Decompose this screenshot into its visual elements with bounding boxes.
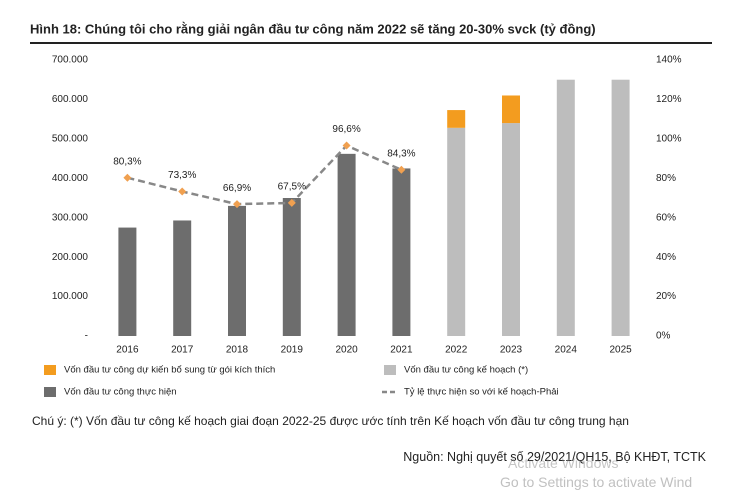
legend-label: Vốn đầu tư công dự kiến bổ sung từ gói k…	[64, 365, 275, 376]
x-tick-label: 2016	[116, 345, 139, 356]
line-marker	[287, 198, 296, 207]
chart: Hình 18: Chúng tôi cho rằng giải ngân đầ…	[30, 21, 712, 398]
line-marker	[233, 200, 241, 209]
data-label: 66,9%	[223, 183, 251, 194]
data-label: 80,3%	[113, 156, 141, 167]
x-tick-label: 2020	[335, 345, 358, 356]
chart-title: Hình 18: Chúng tôi cho rằng giải ngân đầ…	[30, 21, 596, 36]
y-tick-label: 200.000	[52, 252, 89, 263]
bar	[556, 79, 575, 336]
x-tick-label: 2021	[390, 345, 413, 356]
y-tick-label: -	[85, 331, 88, 342]
y-tick-label: 300.000	[52, 212, 89, 223]
data-label: 84,3%	[387, 148, 415, 159]
bar	[502, 123, 520, 336]
y2-tick-label: 60%	[656, 212, 676, 223]
watermark: Activate Windows	[508, 455, 619, 471]
y2-tick-label: 120%	[656, 94, 682, 105]
data-label: 67,5%	[278, 182, 306, 193]
legend-label: Vốn đầu tư công thực hiện	[64, 387, 177, 398]
y-tick-label: 500.000	[52, 133, 89, 144]
y2-tick-label: 0%	[656, 331, 671, 342]
y-tick-label: 400.000	[52, 173, 89, 184]
x-tick-label: 2022	[445, 345, 468, 356]
x-tick-label: 2019	[281, 345, 304, 356]
bar	[173, 220, 192, 336]
y-tick-label: 700.000	[52, 55, 89, 66]
x-tick-label: 2025	[609, 345, 632, 356]
x-tick-label: 2017	[171, 345, 194, 356]
line-marker	[342, 141, 351, 150]
x-tick-label: 2023	[500, 345, 523, 356]
watermark: Go to Settings to activate Wind	[500, 474, 693, 490]
legend-swatch	[384, 365, 396, 375]
bar	[228, 205, 246, 336]
legend-swatch	[44, 387, 56, 397]
y-tick-label: 100.000	[52, 291, 89, 302]
legend-label: Vốn đầu tư công kế hoạch (*)	[404, 365, 528, 376]
data-label: 96,6%	[332, 124, 360, 135]
legend-swatch	[44, 365, 56, 375]
bar	[611, 79, 630, 336]
bar	[118, 227, 137, 336]
bar	[282, 198, 301, 336]
y2-tick-label: 140%	[656, 55, 682, 66]
x-tick-label: 2018	[226, 345, 249, 356]
legend-label: Tỷ lệ thực hiện so với kế hoạch-Phải	[404, 387, 559, 398]
bar	[447, 127, 466, 337]
bar	[392, 168, 411, 336]
line-marker	[397, 165, 406, 174]
y2-tick-label: 100%	[656, 133, 682, 144]
bar	[337, 153, 356, 336]
source: Nguồn: Nghị quyết số 29/2021/QH15, Bộ KH…	[403, 450, 706, 464]
data-label: 73,3%	[168, 170, 196, 181]
bar	[447, 110, 466, 128]
line-marker	[123, 173, 132, 182]
y2-tick-label: 40%	[656, 252, 676, 263]
x-tick-label: 2024	[555, 345, 578, 356]
line-marker	[178, 187, 187, 196]
line	[127, 144, 402, 206]
y-tick-label: 600.000	[52, 94, 89, 105]
bar	[502, 95, 520, 124]
y2-tick-label: 20%	[656, 291, 676, 302]
note: Chú ý: (*) Vốn đầu tư công kế hoạch giai…	[32, 414, 629, 428]
y2-tick-label: 80%	[656, 173, 676, 184]
